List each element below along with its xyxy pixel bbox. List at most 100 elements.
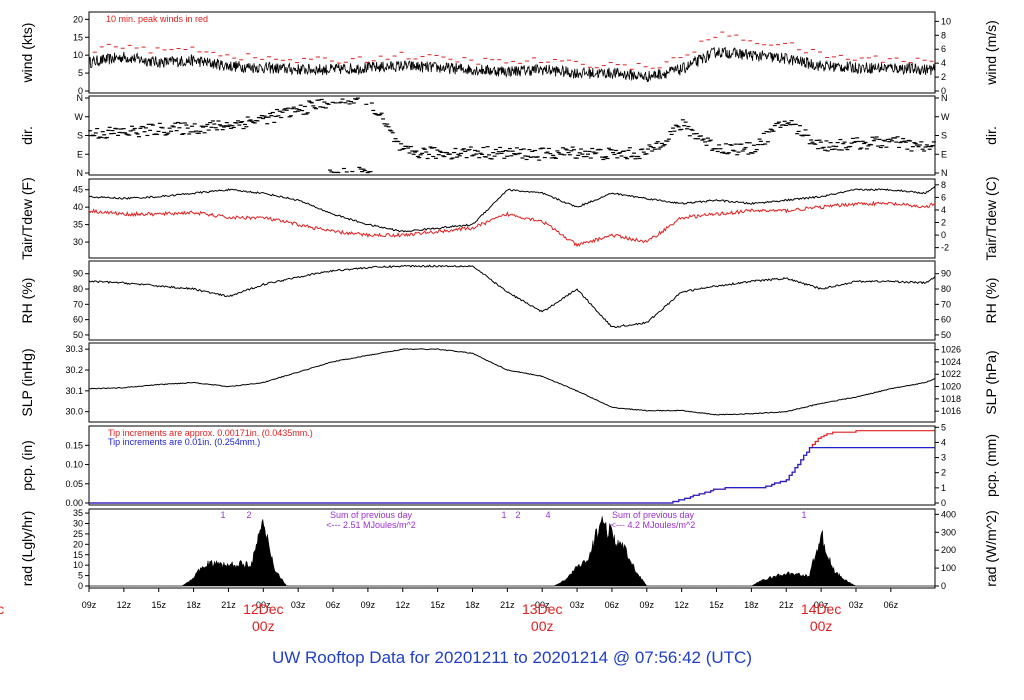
- y-tick-label-right: 300: [941, 527, 956, 537]
- x-tick-label: 18z: [744, 600, 759, 610]
- flag-marker: 1: [220, 510, 225, 520]
- x-tick-label: 00z: [814, 600, 829, 610]
- y-tick-label-right: 70: [941, 299, 951, 309]
- y-tick-label: 30.1: [65, 386, 83, 396]
- y-tick-label: 35: [73, 508, 83, 518]
- y-tick-label-right: E: [941, 149, 947, 159]
- daily-sum-note: Sum of previous day: [330, 510, 413, 520]
- y-tick-label-right: 0: [941, 86, 946, 96]
- y-tick-label-right: 1026: [941, 345, 961, 355]
- daily-sum-value: <--- 4.2 MJoules/m^2: [611, 520, 696, 530]
- y-tick-label: S: [77, 131, 83, 141]
- x-tick-label: 15z: [709, 600, 724, 610]
- x-tick-label: 06z: [326, 600, 341, 610]
- y-tick-label: 0.15: [65, 440, 83, 450]
- y-tick-label: 10: [73, 560, 83, 570]
- x-tick-label: 03z: [849, 600, 864, 610]
- y-tick-label: 20: [73, 14, 83, 24]
- y-tick-label: 45: [73, 185, 83, 195]
- y-tick-label: 30.3: [65, 344, 83, 354]
- axis-label-right: dir.: [983, 126, 999, 145]
- axis-label-left: wind (kts): [19, 23, 35, 84]
- y-tick-label: 60: [73, 315, 83, 325]
- panel-frame: [88, 342, 936, 423]
- day-label-date: 14Dec: [801, 601, 841, 617]
- y-tick-label-right: 10: [941, 16, 951, 26]
- x-tick-label: 21z: [779, 600, 794, 610]
- x-tick-label: 03z: [291, 600, 306, 610]
- day-label-hour: 00z: [531, 618, 554, 634]
- y-tick-label: 50: [73, 330, 83, 340]
- y-tick-label-right: 8: [941, 30, 946, 40]
- tip-note-coarse: Tip increments are 0.01in. (0.254mm.): [108, 437, 260, 447]
- axis-label-right: rad (W/m^2): [983, 510, 999, 587]
- radiation-area: [89, 516, 935, 587]
- y-tick-label: 70: [73, 299, 83, 309]
- x-tick-label: 15z: [151, 600, 166, 610]
- flag-marker: 4: [545, 510, 550, 520]
- peak-wind-note: 10 min. peak winds in red: [106, 14, 208, 24]
- y-tick-label-right: 1016: [941, 406, 961, 416]
- y-tick-label-right: 200: [941, 545, 956, 555]
- y-tick-label: N: [77, 168, 84, 178]
- axis-label-right: pcp. (mm): [983, 434, 999, 497]
- wind-speed-line: [88, 46, 936, 82]
- x-tick-label: 06z: [605, 600, 620, 610]
- y-tick-label: E: [77, 149, 83, 159]
- y-tick-label-right: 3: [941, 453, 946, 463]
- y-tick-label: 0.00: [65, 498, 83, 508]
- x-tick-label: 21z: [500, 600, 515, 610]
- axis-label-right: SLP (hPa): [983, 350, 999, 414]
- y-tick-label: 0.10: [65, 460, 83, 470]
- y-tick-label-right: 1022: [941, 369, 961, 379]
- tip-note-fine: Tip increments are approx. 0.00171in. (0…: [108, 428, 313, 438]
- x-tick-label: 12z: [674, 600, 689, 610]
- y-tick-label: 90: [73, 269, 83, 279]
- daily-sum-note: Sum of previous day: [612, 510, 695, 520]
- day-label-date: 11Dec: [0, 601, 4, 617]
- day-label-hour: 00z: [810, 618, 833, 634]
- x-tick-label: 18z: [465, 600, 480, 610]
- flag-marker: 2: [246, 510, 251, 520]
- y-tick-label-right: 400: [941, 509, 956, 519]
- dewpoint-line: [88, 200, 936, 248]
- y-tick-label: 30: [73, 237, 83, 247]
- x-tick-label: 09z: [82, 600, 97, 610]
- flag-marker: 1: [501, 510, 506, 520]
- x-tick-label: 12z: [396, 600, 411, 610]
- y-tick-label-right: 2: [941, 72, 946, 82]
- y-tick-label-right: 0: [941, 230, 946, 240]
- x-tick-label: 15z: [430, 600, 445, 610]
- y-tick-label: N: [77, 93, 84, 103]
- axis-label-right: Tair/Tdew (C): [983, 176, 999, 260]
- y-tick-label-right: 5: [941, 422, 946, 432]
- x-tick-label: 12z: [117, 600, 132, 610]
- figure-title: UW Rooftop Data for 20201211 to 20201214…: [271, 648, 752, 667]
- x-tick-label: 09z: [640, 600, 655, 610]
- panel-frame: [88, 425, 936, 506]
- y-tick-label: 15: [73, 32, 83, 42]
- axis-label-left: Tair/Tdew (F): [19, 177, 35, 259]
- y-tick-label-right: 90: [941, 269, 951, 279]
- y-tick-label: 30.2: [65, 365, 83, 375]
- y-tick-label: 40: [73, 202, 83, 212]
- rh-line: [88, 264, 936, 329]
- pressure-line: [88, 348, 936, 416]
- y-tick-label-right: N: [941, 168, 948, 178]
- x-tick-label: 03z: [570, 600, 585, 610]
- y-tick-label-right: W: [941, 112, 950, 122]
- day-label-hour: 00z: [252, 618, 275, 634]
- y-tick-label-right: 0: [941, 498, 946, 508]
- y-tick-label: 5: [78, 68, 83, 78]
- y-tick-label-right: 4: [941, 205, 946, 215]
- air-temp-line: [88, 185, 936, 233]
- y-tick-label-right: 1024: [941, 357, 961, 367]
- axis-label-left: SLP (inHg): [19, 348, 35, 416]
- axis-label-left: dir.: [19, 126, 35, 145]
- x-tick-label: 09z: [361, 600, 376, 610]
- y-tick-label-right: 80: [941, 284, 951, 294]
- flag-marker: 1: [801, 510, 806, 520]
- y-tick-label-right: 6: [941, 44, 946, 54]
- day-label-date: 13Dec: [522, 601, 562, 617]
- panel-frame: [88, 508, 936, 589]
